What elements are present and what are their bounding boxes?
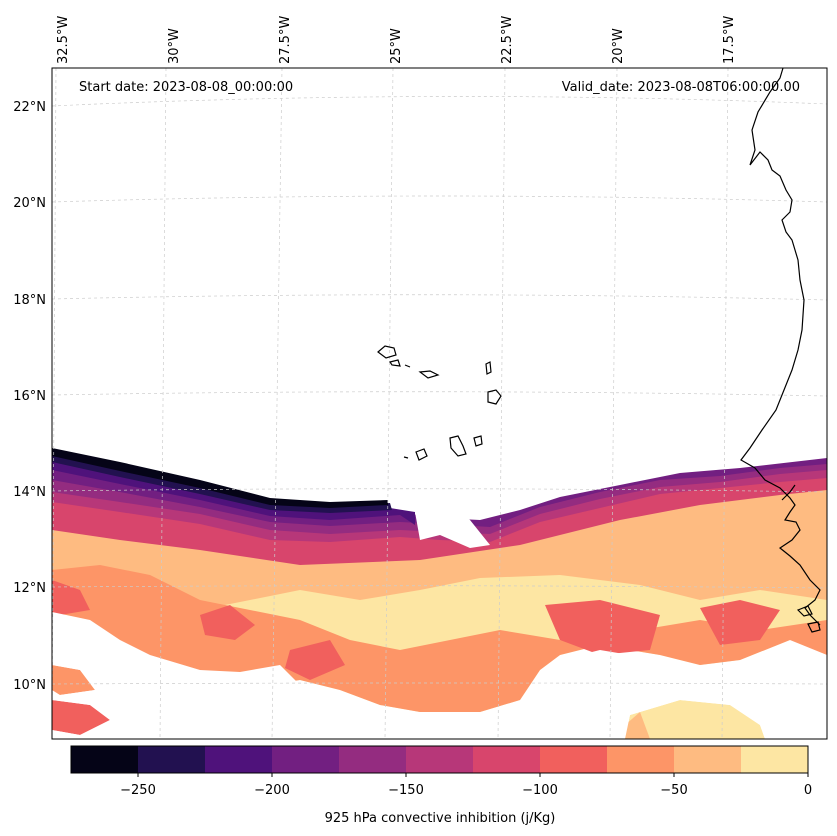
lat-label: 22°N [13, 100, 46, 115]
colorbar-tick-label: 0 [804, 783, 812, 798]
lon-label: 17.5°W [722, 16, 737, 64]
lat-label: 12°N [13, 581, 46, 596]
island-small2 [418, 370, 440, 379]
lat-label: 16°N [13, 389, 46, 404]
lon-label: 20°W [611, 28, 626, 64]
colorbar-tick-label: −100 [522, 783, 558, 798]
no-data-lower [52, 612, 827, 739]
island-dot [403, 456, 409, 459]
senegal-inlet [781, 484, 796, 501]
cin-fragment-se [625, 700, 765, 739]
colorbar-swatch [674, 746, 742, 773]
colorbar-swatch [339, 746, 407, 773]
lon-label: 30°W [167, 28, 182, 64]
lon-label: 22.5°W [500, 16, 515, 64]
island-santo-antao [389, 359, 401, 367]
colorbar-ticks: −250 −200 −150 −100 −50 0 [120, 783, 812, 798]
lat-label: 20°N [13, 196, 46, 211]
lon-label: 27.5°W [278, 16, 293, 64]
colorbar-swatch [205, 746, 273, 773]
colorbar-label: 925 hPa convective inhibition (j/Kg) [325, 811, 556, 826]
colorbar-tick-label: −50 [660, 783, 687, 798]
cin-notch [415, 498, 490, 548]
island-santiago [449, 435, 467, 457]
colorbar [70, 745, 809, 777]
cin-field [52, 448, 827, 739]
lon-axis-labels: 32.5°W 30°W 27.5°W 25°W 22.5°W 20°W 17.5… [56, 16, 737, 64]
island-sal [485, 361, 492, 375]
africa-coastline [740, 67, 821, 626]
colorbar-swatch [473, 746, 541, 773]
valid-date-label: Valid_date: 2023-08-08T06:00:00.00 [562, 80, 800, 95]
colorbar-tick-label: −250 [120, 783, 156, 798]
lon-label: 25°W [389, 28, 404, 64]
lat-label: 10°N [13, 678, 46, 693]
cin-band-100to-125 [52, 475, 827, 565]
bijagos-islands [796, 605, 821, 633]
colorbar-swatch [741, 746, 809, 773]
start-date-label: Start date: 2023-08-08_00:00:00 [79, 80, 293, 95]
lat-label: 14°N [13, 485, 46, 500]
cin-band-75to-100 [52, 580, 780, 735]
gridlines [51, 67, 828, 740]
cin-band-below-250 [52, 448, 388, 508]
map-panel [51, 67, 828, 740]
island-fogo [473, 435, 483, 447]
lat-label: 18°N [13, 293, 46, 308]
colorbar-swatch [406, 746, 474, 773]
colorbar-swatch [540, 746, 608, 773]
colorbar-swatch [607, 746, 675, 773]
colorbar-border [70, 745, 809, 774]
island-boavista [377, 345, 397, 359]
colorbar-swatch [138, 746, 206, 773]
colorbar-swatch [272, 746, 340, 773]
cin-fragment-se-edge [625, 712, 650, 739]
colorbar-swatch [71, 746, 139, 773]
cin-band-225to-250 [52, 452, 392, 513]
coastlines [377, 67, 821, 633]
lat-axis-labels: 22°N 20°N 18°N 16°N 14°N 12°N 10°N [13, 100, 46, 693]
cin-fragment-sw [52, 665, 95, 695]
lon-label: 32.5°W [56, 16, 71, 64]
island-brava [415, 448, 428, 461]
island-maio [487, 389, 502, 405]
colorbar-tick-label: −200 [254, 783, 290, 798]
colorbar-tick-label: −150 [388, 783, 424, 798]
island-small1 [404, 364, 411, 368]
